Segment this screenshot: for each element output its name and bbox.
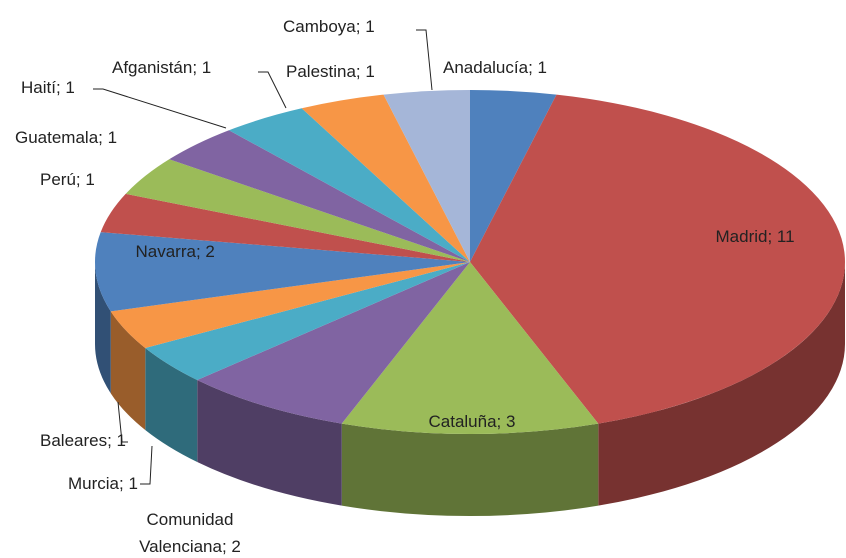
leader-line [93,88,227,129]
slice [470,90,557,262]
slice [197,262,471,424]
slice [341,262,599,435]
data-label: Palestina; 1 [286,62,375,81]
slice-side [197,380,342,506]
data-label: Anadalucía; 1 [443,58,547,77]
leader-line [258,71,287,109]
slice [95,232,470,312]
slice-side [145,348,198,463]
data-label: Perú; 1 [40,170,95,189]
slice [383,90,470,262]
data-label: Haití; 1 [21,78,75,97]
slice [169,130,470,262]
data-label: Camboya; 1 [283,17,375,36]
data-label: Cataluña; 3 [428,412,516,431]
slice [110,262,470,348]
slice [100,193,471,262]
leader-line [117,401,128,443]
slice-side [341,423,599,516]
slice [301,94,470,262]
slice-side [598,262,845,506]
data-label: Guatemala; 1 [15,128,118,147]
slice [228,108,470,262]
leader-line [140,445,153,485]
slice [470,94,846,424]
data-label: Murcia; 1 [68,474,138,493]
leader-lines [93,29,433,485]
leader-line [416,29,433,91]
data-label: Madrid; 11 [715,227,795,246]
slice-side [110,311,146,430]
data-label: Navarra; 2 [135,242,215,261]
slice [145,262,470,381]
data-label: Afganistán; 1 [112,58,212,77]
data-label: Baleares; 1 [40,431,126,450]
data-label: Comunidad Valenciana; 2 [139,510,241,556]
slice [125,159,471,262]
slice-side [95,262,111,394]
